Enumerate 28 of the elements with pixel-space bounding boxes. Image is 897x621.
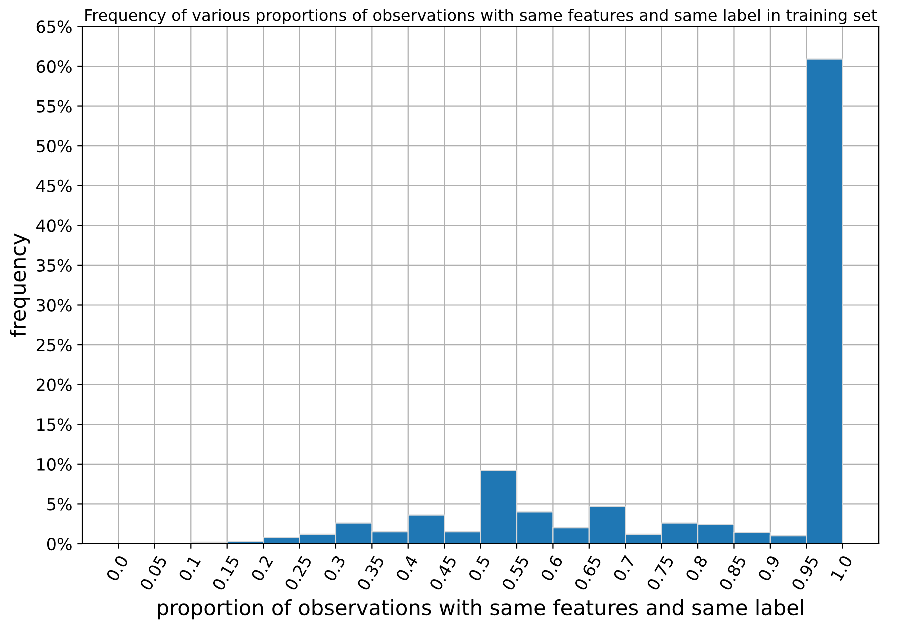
y-tick-label: 35%	[37, 259, 72, 272]
y-axis-title: frequency	[10, 234, 30, 338]
y-tick-label: 55%	[37, 100, 72, 113]
x-tick-label: 0.0	[106, 554, 129, 582]
y-tick-label: 25%	[36, 339, 72, 352]
y-tick-label: 15%	[38, 418, 72, 432]
y-tick-label: 0%	[47, 538, 72, 551]
x-tick-label: 0.1	[178, 555, 202, 582]
y-tick-label: 5%	[48, 498, 72, 511]
y-tick-label: 60%	[36, 60, 72, 74]
x-tick-label: 0.3	[323, 555, 346, 582]
x-tick-label: 0.9	[758, 554, 781, 582]
x-tick-label: 0.4	[396, 554, 419, 582]
chart-title: Frequency of various proportions of observations with same features and same label in training set	[86, 9, 878, 24]
y-tick-label: 50%	[37, 140, 72, 153]
x-tick-label: 0.7	[612, 555, 636, 582]
y-tick-label: 65%	[36, 20, 72, 34]
x-axis-title: proportion of observations with same features and same label	[158, 599, 804, 620]
y-tick-label: 30%	[37, 299, 72, 312]
x-tick-label: 0.2	[250, 555, 274, 582]
y-tick-label: 45%	[36, 180, 72, 192]
x-tick-label: 0.8	[685, 554, 708, 582]
x-tick-label: 0.5	[468, 555, 491, 582]
x-tick-label: 1.0	[830, 554, 854, 582]
y-tick-label: 40%	[36, 220, 72, 232]
y-tick-label: 20%	[36, 378, 72, 392]
x-tick-label: 0.6	[540, 554, 564, 582]
y-tick-label: 10%	[38, 458, 72, 471]
